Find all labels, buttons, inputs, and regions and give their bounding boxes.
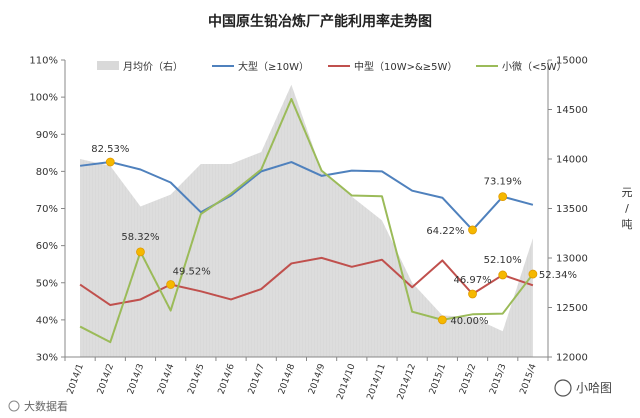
x-tick-label: 2014/10 [335,362,357,401]
legend-label: 小微（<5W） [502,60,567,73]
x-tick-label: 2014/12 [396,363,418,402]
data-point-marker [105,157,115,167]
legend-label: 月均价（右） [123,60,183,73]
y-right-axis-label: 吨 [622,218,633,231]
legend-label: 中型（10W>&≥5W） [354,60,457,73]
x-tick-label: 2014/1 [66,363,86,396]
y-right-tick-label: 13500 [556,204,588,215]
data-point-marker [498,270,508,280]
series-line-1 [79,256,534,307]
data-label: 58.32% [121,232,159,243]
y-left-tick-label: 30% [36,353,58,364]
series-line-0 [79,160,534,231]
y-left-tick-label: 60% [36,241,58,252]
data-label: 46.97% [453,275,491,286]
x-tick-label: 2014/6 [217,362,237,395]
y-right-axis-label: 元 [622,186,633,199]
legend-label: 大型（≥10W） [238,60,309,73]
watermark-left: 大数据看 [8,399,68,413]
series-line-2 [79,97,534,344]
data-point-marker [498,192,508,202]
x-tick-label: 2015/1 [428,363,448,396]
y-left-tick-label: 70% [36,204,58,215]
data-label: 49.52% [173,267,211,278]
data-label: 52.10% [484,255,522,266]
x-tick-label: 2014/4 [156,362,176,395]
data-label: 40.00% [450,316,488,327]
x-tick-label: 2014/8 [277,362,297,395]
x-tick-label: 2015/3 [488,363,508,396]
data-point-marker [528,269,538,279]
data-label: 73.19% [484,177,522,188]
watermark-right-logo-icon [554,379,572,397]
plot-area: 30% 40% 50% 60% 70% 80% 90% 100% 110% 12000 12500 1… [29,56,632,402]
y-left-tick-label: 110% [29,56,58,67]
watermark-right-text: 小哈图 [576,381,612,395]
watermark-logo-icon [8,400,20,412]
x-tick-label: 2015/2 [458,363,478,396]
data-label: 64.22% [426,226,464,237]
data-point-marker [166,280,176,289]
x-tick-label: 2014/2 [96,363,116,396]
y-left-tick-label: 80% [36,167,58,178]
y-right-axis-label: / [625,202,629,215]
chart-title: 中国原生铅冶炼厂产能利用率走势图 [208,13,432,30]
y-left-tick-label: 50% [36,278,58,289]
data-label: 82.53% [91,144,129,155]
data-point-marker [468,289,477,299]
watermark-left-text: 大数据看 [24,399,68,413]
y-left-tick-label: 100% [29,93,58,104]
x-tick-label: 2014/9 [307,362,327,395]
y-left-tick-label: 40% [36,315,58,326]
x-tick-label: 2014/7 [247,363,267,396]
legend: 月均价（右） 大型（≥10W） 中型（10W>&≥5W） 小微（<5W） [97,60,567,73]
data-point-marker [437,315,447,325]
y-right-tick-label: 14000 [556,155,588,166]
x-tick-label: 2014/11 [366,363,388,402]
data-point-marker [136,247,145,257]
y-right-tick-label: 13000 [556,254,588,265]
data-label: 52.34% [539,270,577,281]
y-right-tick-label: 12500 [556,303,588,314]
data-point-marker [468,225,477,235]
legend-swatch [97,61,119,70]
x-tick-label: 2014/3 [126,363,146,396]
y-left-tick-label: 90% [36,130,58,141]
y-right-tick-label: 14500 [556,105,588,116]
y-right-tick-label: 12000 [556,353,588,364]
watermark-right: 小哈图 [554,379,612,397]
x-tick-label: 2014/5 [186,363,206,396]
x-tick-label: 2015/4 [518,362,538,395]
y-right-tick-label: 15000 [556,56,588,67]
